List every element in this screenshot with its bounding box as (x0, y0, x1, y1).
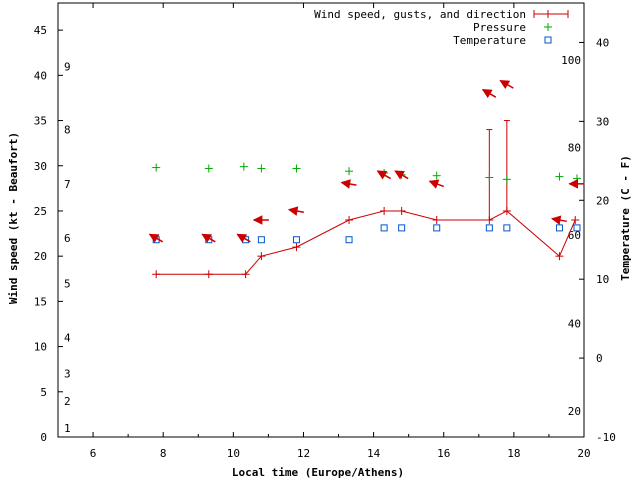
temperature-point (292, 236, 300, 244)
x-tick-label: 6 (90, 447, 97, 460)
legend-label: Temperature (453, 34, 526, 47)
temperature-point (573, 224, 581, 232)
y-tick-label: 15 (34, 295, 47, 308)
pressure-point (292, 164, 301, 173)
temperature-point (257, 236, 265, 244)
y-tick-label: 5 (40, 386, 47, 399)
pressure-point (239, 162, 248, 171)
beaufort-label: 5 (64, 277, 71, 290)
legend-label: Pressure (473, 21, 526, 34)
x-tick-label: 12 (297, 447, 310, 460)
pressure-point (432, 171, 441, 180)
x-tick-label: 18 (507, 447, 520, 460)
x-tick-label: 20 (577, 447, 590, 460)
x-axis-label: Local time (Europe/Athens) (232, 466, 404, 479)
wind-speed-point (432, 216, 441, 224)
wind-speed-point (397, 206, 406, 215)
wind-direction-arrow (340, 179, 357, 189)
x-tick-label: 14 (367, 447, 381, 460)
y2-tick-label: 40 (596, 36, 609, 49)
wind-speed-point (571, 216, 580, 224)
y2-tick-label: 30 (596, 115, 609, 128)
pressure-point (345, 167, 354, 176)
chart-legend: Wind speed, gusts, and directionPressure… (314, 8, 569, 47)
pressure-point (485, 173, 494, 182)
wind-direction-arrow (550, 215, 567, 225)
wind-direction-arrow (568, 179, 585, 189)
pressure-point (555, 172, 564, 181)
wind-speed-point (380, 206, 389, 215)
beaufort-label: 4 (64, 332, 71, 345)
beaufort-label: 9 (64, 60, 71, 73)
beaufort-label: 2 (64, 395, 71, 408)
legend-label: Wind speed, gusts, and direction (314, 8, 526, 21)
y-axis-label: Wind speed (kt - Beaufort) (7, 132, 20, 304)
wind-direction-arrow (236, 233, 251, 243)
temperature-point (398, 224, 406, 232)
temperature-point (555, 224, 563, 232)
fahrenheit-label: 20 (568, 405, 581, 418)
wind-direction-arrow (394, 170, 409, 180)
beaufort-label: 8 (64, 124, 71, 137)
wind-speed-point (204, 270, 213, 279)
x-tick-label: 8 (160, 447, 167, 460)
legend-pressure-sample (544, 23, 552, 31)
y-tick-label: 25 (34, 205, 47, 218)
pressure-point (257, 164, 266, 173)
temperature-point (380, 224, 388, 232)
wind-direction-arrow (481, 89, 497, 99)
x-tick-label: 16 (437, 447, 450, 460)
wind-direction-arrow (201, 233, 216, 243)
wind-gust-bar (503, 120, 510, 211)
y-tick-label: 35 (34, 115, 47, 128)
plot-area (57, 2, 585, 438)
y-tick-label: 45 (34, 24, 47, 37)
fahrenheit-label: 40 (568, 317, 581, 330)
wind-speed-point (345, 216, 354, 224)
wind-speed-line (156, 210, 576, 275)
pressure-point (204, 164, 213, 173)
y2-axis-label: Temperature (C - F) (619, 155, 632, 281)
fahrenheit-label: 60 (568, 229, 581, 242)
series-layer (148, 79, 585, 279)
wind-speed-point (555, 252, 564, 261)
legend-temperature-sample (544, 36, 552, 44)
y-tick-label: 30 (34, 160, 47, 173)
fahrenheit-label: 100 (561, 54, 581, 67)
x-tick-label: 10 (227, 447, 240, 460)
y2-tick-label: 10 (596, 273, 609, 286)
pressure-point (502, 175, 511, 184)
y2-tick-label: 20 (596, 194, 609, 207)
wind-speed-point (257, 252, 266, 261)
beaufort-label: 7 (64, 178, 71, 191)
y-tick-label: 20 (34, 250, 47, 263)
temperature-point (433, 224, 441, 232)
legend-wind-sample (533, 10, 569, 18)
wind-speed-point (292, 243, 301, 252)
fahrenheit-label: 80 (568, 141, 581, 154)
wind-speed-point (241, 270, 250, 279)
beaufort-label: 6 (64, 232, 71, 245)
chart-axes: 6 8 10 12 14 16 18 20051015202530354045-1001020… (34, 3, 616, 460)
y2-tick-label: -10 (596, 431, 616, 444)
y-tick-label: 0 (40, 431, 47, 444)
y-tick-label: 10 (34, 341, 47, 354)
beaufort-label: 3 (64, 368, 71, 381)
temperature-point (485, 224, 493, 232)
temperature-point (503, 224, 511, 232)
wind-direction-arrow (428, 179, 445, 189)
plot-frame (57, 2, 585, 438)
pressure-point (152, 163, 161, 172)
wind-direction-arrow (252, 215, 269, 225)
wind-speed-point (152, 270, 161, 279)
wind-direction-arrow (376, 170, 391, 180)
y2-tick-label: 0 (596, 352, 603, 365)
wind-direction-arrow (287, 206, 304, 216)
y-tick-label: 40 (34, 69, 47, 82)
beaufort-label: 1 (64, 422, 71, 435)
wind-direction-arrow (499, 79, 514, 90)
wind-direction-arrow (148, 233, 164, 243)
temperature-point (345, 236, 353, 244)
